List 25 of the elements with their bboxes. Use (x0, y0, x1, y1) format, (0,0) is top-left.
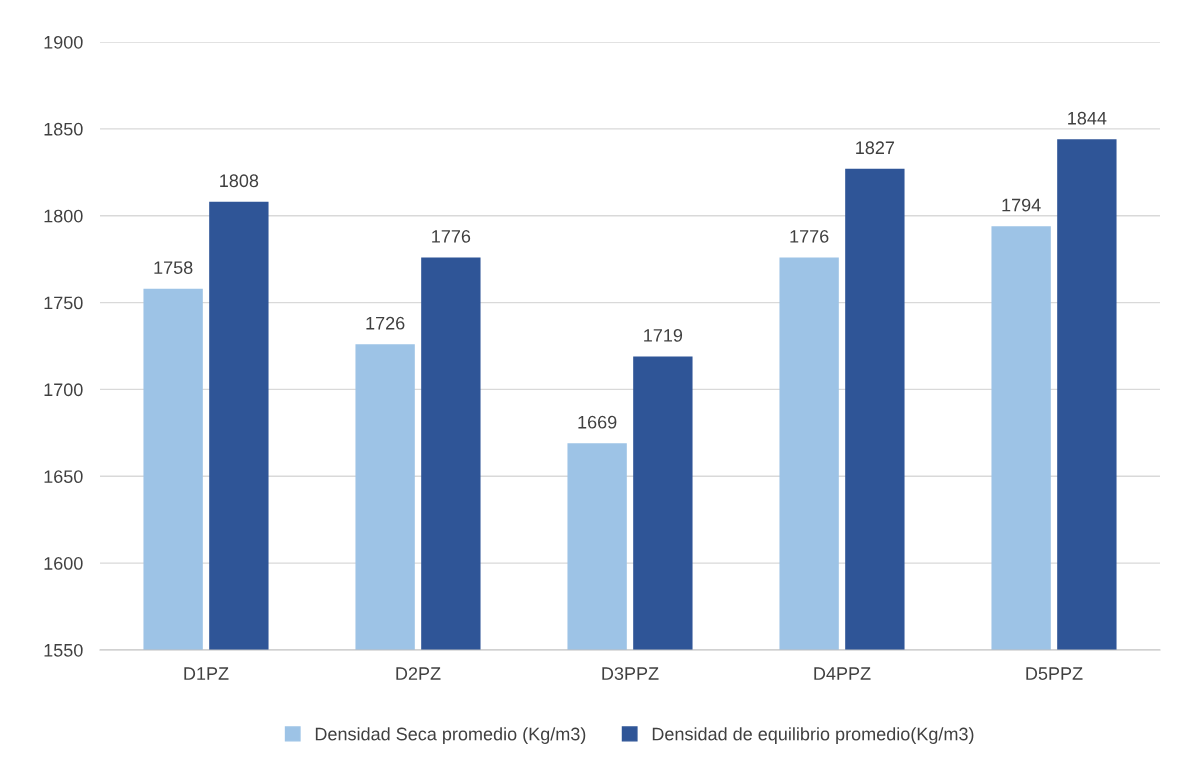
y-tick-label: 1600 (44, 557, 83, 570)
x-tick-label: D5PPZ (1026, 667, 1083, 680)
legend-label: Densidad de equilibrio promedio(Kg/m3) (652, 727, 974, 744)
data-label: 1808 (220, 174, 259, 188)
data-label: 1776 (432, 229, 471, 243)
data-label: 1758 (154, 261, 193, 274)
y-tick-label: 1800 (44, 209, 83, 223)
x-tick-label: D1PZ (184, 667, 229, 680)
data-label: 1794 (1002, 198, 1041, 212)
x-tick-label: D4PPZ (814, 667, 871, 680)
data-label: 1776 (790, 229, 829, 243)
data-label: 1669 (578, 415, 617, 429)
x-tick-label: D3PPZ (602, 667, 659, 680)
x-tick-label: D2PZ (396, 667, 441, 680)
data-label: 1844 (1068, 111, 1107, 125)
data-label: 1719 (644, 328, 683, 342)
y-tick-label: 1900 (44, 35, 83, 49)
y-tick-label: 1700 (44, 383, 83, 397)
y-tick-label: 1550 (44, 643, 83, 657)
data-label: 1827 (856, 141, 895, 155)
y-tick-label: 1650 (44, 470, 83, 484)
y-tick-label: 1850 (44, 122, 83, 136)
data-label: 1726 (366, 316, 405, 330)
y-tick-label: 1750 (44, 296, 83, 310)
legend-label: Densidad Seca promedio (Kg/m3) (315, 727, 586, 744)
